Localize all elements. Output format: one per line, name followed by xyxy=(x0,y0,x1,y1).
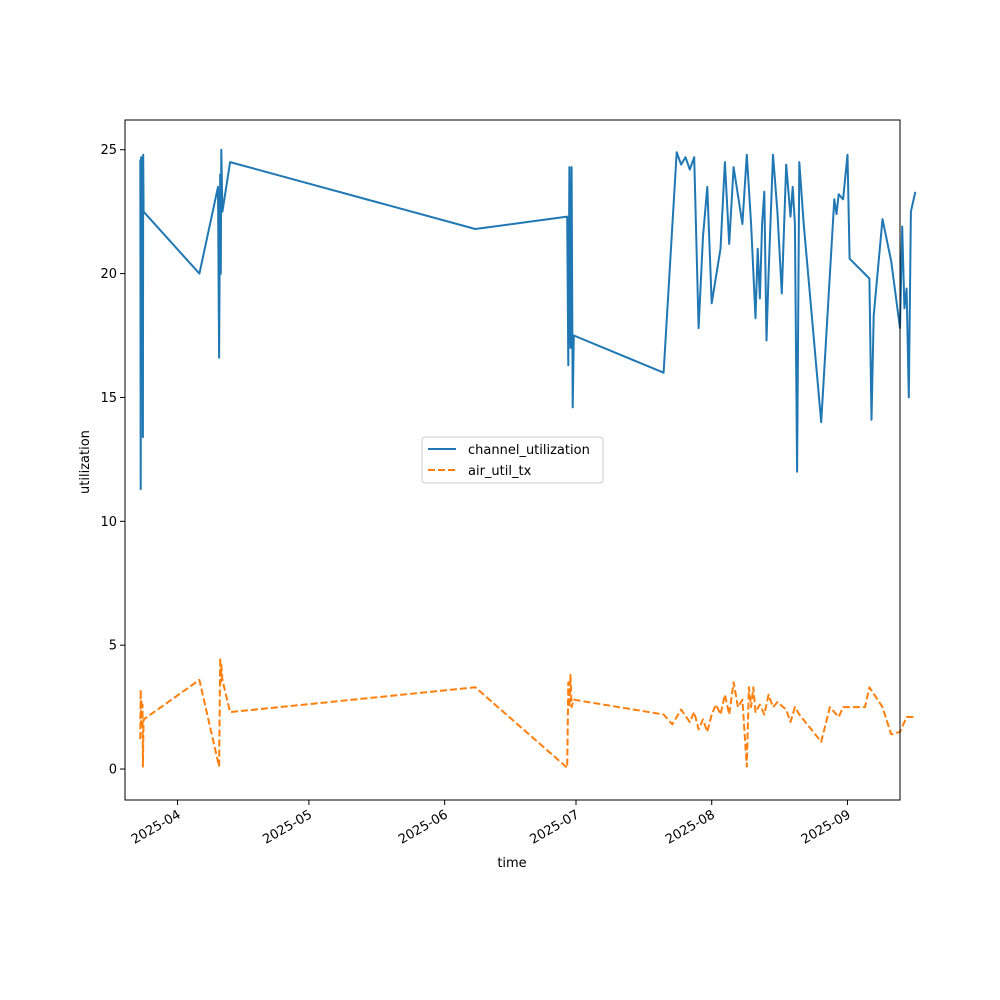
y-tick-label: 5 xyxy=(109,639,117,654)
legend-box xyxy=(421,436,604,484)
legend-label-air-util-tx: air_util_tx xyxy=(468,464,532,479)
series-line-channel-utilization xyxy=(139,148,917,491)
legend: channel_utilization air_util_tx xyxy=(421,436,604,484)
y-tick-label: 20 xyxy=(100,267,117,282)
y-tick-label: 15 xyxy=(100,391,117,406)
y-tick-label: 0 xyxy=(109,763,117,778)
y-axis: 0 5 10 15 20 25 xyxy=(100,143,125,778)
y-tick-label: 10 xyxy=(100,515,117,530)
y-axis-label: utilization xyxy=(78,430,93,494)
plot-frame xyxy=(124,119,901,801)
legend-label-channel-utilization: channel_utilization xyxy=(468,443,590,458)
series-layer xyxy=(139,148,917,769)
x-axis-label: time xyxy=(497,856,526,871)
y-tick-label: 25 xyxy=(100,143,117,158)
series-line-air-util-tx xyxy=(139,656,916,769)
